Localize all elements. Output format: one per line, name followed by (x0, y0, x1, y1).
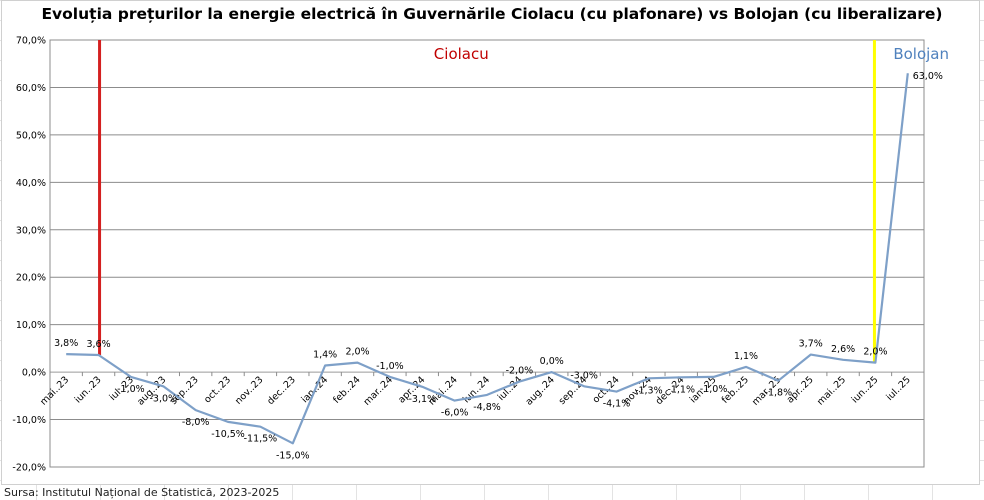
data-label: -3,1% (408, 394, 436, 405)
data-label: -6,0% (441, 408, 469, 419)
data-label: 2,0% (863, 347, 887, 358)
x-tick-label: mar..24 (362, 374, 395, 407)
marker-label-bolojan: Bolojan (893, 45, 949, 63)
marker-label-ciolacu: Ciolacu (434, 45, 489, 63)
data-label: -3,0% (150, 393, 178, 404)
data-label: 2,0% (345, 347, 369, 358)
line-chart: Ciolacu Bolojan -20,0% -10,0% 0,0% 10,0% 20,0… (12, 36, 949, 474)
x-tick-label: iun..25 (850, 374, 881, 405)
data-label: -1,0% (117, 384, 145, 395)
data-label: -1,8% (765, 388, 793, 399)
data-label: 3,6% (86, 339, 110, 350)
data-label: 1,1% (734, 351, 758, 362)
data-labels: 3,8% 3,6% -1,0% -3,0% -8,0%-10,5%-11,5% -15,0… (54, 71, 943, 461)
chart-title: Evoluția prețurilor la energie electrică… (41, 5, 943, 23)
y-tick-label: 0,0% (22, 368, 46, 379)
data-label: 1,4% (313, 349, 337, 360)
y-tick-label: -20,0% (12, 463, 46, 474)
x-tick-label: iun..23 (73, 374, 104, 405)
data-label: 3,8% (54, 338, 78, 349)
y-tick-label: 30,0% (16, 225, 46, 236)
series-lines (66, 73, 909, 445)
data-label: -1,0% (376, 361, 404, 372)
data-label: -1,3% (635, 385, 663, 396)
data-label: 63,0% (913, 71, 943, 82)
government-markers: Ciolacu Bolojan (98, 40, 949, 363)
data-label: 3,7% (799, 339, 823, 350)
y-tick-label: 50,0% (16, 130, 46, 141)
data-label: 2,6% (831, 344, 855, 355)
chart-area[interactable] (1, 0, 980, 485)
x-tick-label: mai..25 (815, 374, 848, 407)
source-note: Sursa: Institutul Național de Statistică… (4, 486, 280, 499)
y-tick-label: 10,0% (16, 320, 46, 331)
x-tick-label: dec..23 (265, 374, 298, 407)
y-tick-label: 60,0% (16, 83, 46, 94)
series-line (66, 73, 909, 445)
data-label: -1,0% (700, 384, 728, 395)
y-tick-label: -10,0% (12, 415, 46, 426)
data-label: -10,5% (211, 429, 245, 440)
x-tick-label: mai..23 (38, 374, 71, 407)
x-tick-label: feb..24 (331, 374, 362, 405)
y-tick-label: 40,0% (16, 178, 46, 189)
data-label: -15,0% (276, 450, 310, 461)
data-label: -1,1% (667, 384, 695, 395)
y-tick-label: 70,0% (16, 36, 46, 47)
data-label: -4,8% (473, 402, 501, 413)
plot-border (49, 39, 925, 468)
y-tick-label: 20,0% (16, 273, 46, 284)
data-label: 0,0% (540, 356, 564, 367)
x-tick-label: iul..25 (884, 374, 913, 403)
data-label: -4,1% (603, 399, 631, 410)
data-label: -8,0% (182, 417, 210, 428)
data-label: -2,0% (506, 366, 534, 377)
data-label: -3,0% (570, 370, 598, 381)
x-tick-label: iun..24 (461, 374, 492, 405)
gridlines (49, 39, 925, 468)
x-tick-label: oct..23 (202, 374, 233, 405)
x-tick-label: nov..23 (233, 374, 265, 406)
data-label: -11,5% (244, 434, 278, 445)
